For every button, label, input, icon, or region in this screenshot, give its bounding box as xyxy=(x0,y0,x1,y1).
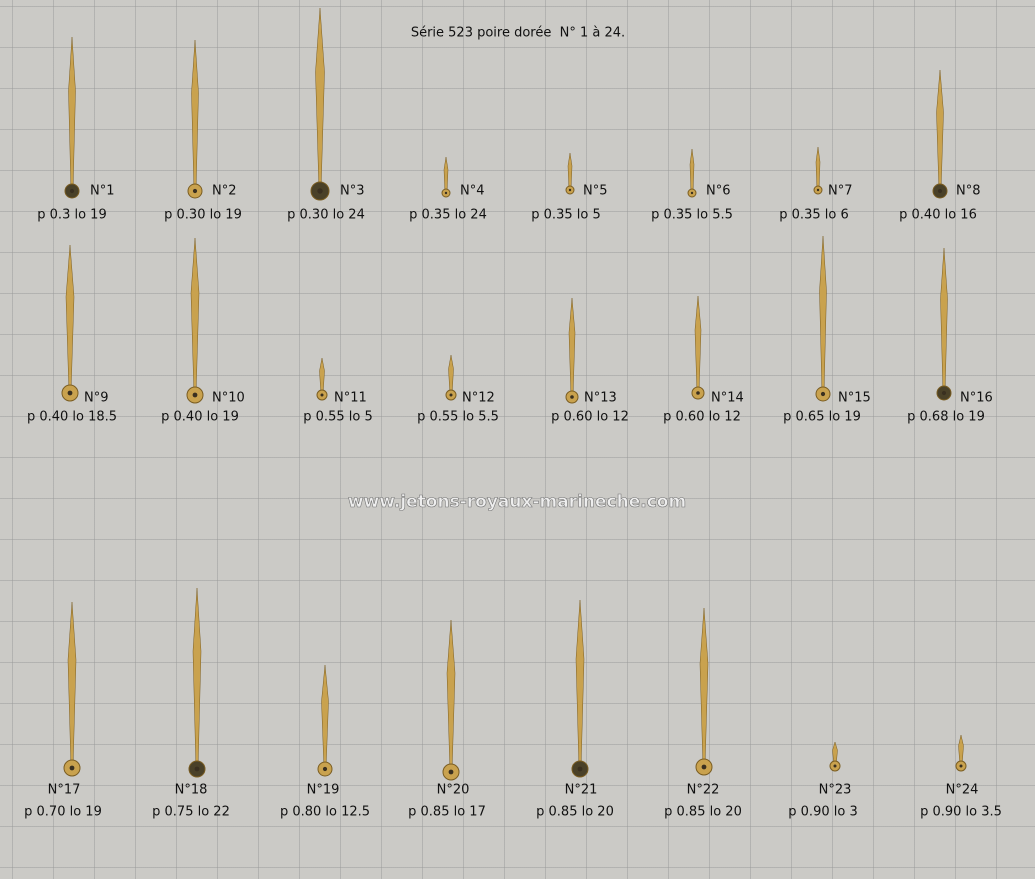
hand xyxy=(190,237,200,396)
hand-spec: p 0.90 lo 3.5 xyxy=(920,805,1002,820)
hand xyxy=(192,587,202,770)
hand-number: N°21 xyxy=(565,783,598,798)
hand-number: N°20 xyxy=(437,783,470,798)
hub-hole xyxy=(194,766,200,772)
hub-hole xyxy=(192,188,198,194)
hand xyxy=(68,36,76,192)
hub-hole xyxy=(577,766,583,772)
watermark: www.jetons-royaux-marineche.com xyxy=(348,492,686,512)
hub-hole xyxy=(568,188,572,192)
hub-hole xyxy=(320,393,324,397)
hand xyxy=(315,7,325,192)
hand-number: N°23 xyxy=(819,783,852,798)
hand-number: N°8 xyxy=(956,184,981,199)
hub-hole xyxy=(701,764,707,770)
hub-hole xyxy=(67,390,73,396)
hand-spec: p 0.3 lo 19 xyxy=(37,208,106,223)
hub-hole xyxy=(816,188,820,192)
hand-number: N°4 xyxy=(460,184,485,199)
hand xyxy=(936,69,944,192)
hand-number: N°12 xyxy=(462,391,495,406)
hub-hole xyxy=(322,766,328,772)
hand xyxy=(815,146,821,191)
hand-spec: p 0.40 lo 19 xyxy=(161,410,239,425)
hand xyxy=(321,664,329,770)
hand-spec: p 0.35 lo 24 xyxy=(409,208,487,223)
hand xyxy=(689,148,695,194)
hand-spec: p 0.75 lo 22 xyxy=(152,805,230,820)
hand-spec: p 0.60 lo 12 xyxy=(551,410,629,425)
hub-hole xyxy=(696,391,700,395)
hand xyxy=(443,156,449,194)
hand-spec: p 0.30 lo 24 xyxy=(287,208,365,223)
hand xyxy=(568,297,576,398)
hand-number: N°18 xyxy=(175,783,208,798)
hub-hole xyxy=(941,390,947,396)
hub-hole xyxy=(820,391,826,397)
hand-number: N°22 xyxy=(687,783,720,798)
hub-hole xyxy=(192,392,198,398)
hand-number: N°16 xyxy=(960,391,993,406)
hub-hole xyxy=(69,188,75,194)
hand-number: N°11 xyxy=(334,391,367,406)
hand xyxy=(567,152,573,191)
hub-hole xyxy=(833,764,837,768)
hand-number: N°17 xyxy=(48,783,81,798)
hand xyxy=(191,39,199,192)
hand-spec: p 0.35 lo 5 xyxy=(531,208,600,223)
hand xyxy=(67,601,77,769)
hand-spec: p 0.40 lo 18.5 xyxy=(27,410,117,425)
hand-number: N°6 xyxy=(706,184,731,199)
title: Série 523 poire dorée N° 1 à 24. xyxy=(411,26,625,41)
hub-hole xyxy=(690,191,694,195)
hand xyxy=(699,607,709,768)
hub-hole xyxy=(317,188,323,194)
hand-spec: p 0.90 lo 3 xyxy=(788,805,857,820)
hand xyxy=(694,295,702,394)
hand-spec: p 0.40 lo 16 xyxy=(899,208,977,223)
hand-spec: p 0.68 lo 19 xyxy=(907,410,985,425)
hand xyxy=(446,619,456,773)
hand-number: N°14 xyxy=(711,391,744,406)
hand-number: N°19 xyxy=(307,783,340,798)
hand-spec: p 0.85 lo 17 xyxy=(408,805,486,820)
hand-spec: p 0.55 lo 5.5 xyxy=(417,410,499,425)
hand-number: N°15 xyxy=(838,391,871,406)
hand-number: N°7 xyxy=(828,184,853,199)
hub-hole xyxy=(570,395,574,399)
hub-hole xyxy=(937,188,943,194)
hand xyxy=(448,354,454,396)
hand-number: N°13 xyxy=(584,391,617,406)
hand-number: N°3 xyxy=(340,184,365,199)
hand-spec: p 0.85 lo 20 xyxy=(664,805,742,820)
hand xyxy=(65,244,75,394)
hub-hole xyxy=(444,191,448,195)
hand-number: N°10 xyxy=(212,391,245,406)
hand-spec: p 0.35 lo 5.5 xyxy=(651,208,733,223)
hand-number: N°5 xyxy=(583,184,608,199)
hand-spec: p 0.85 lo 20 xyxy=(536,805,614,820)
hand xyxy=(319,357,325,396)
hand-spec: p 0.55 lo 5 xyxy=(303,410,372,425)
hand-spec: p 0.70 lo 19 xyxy=(24,805,102,820)
hand-spec: p 0.65 lo 19 xyxy=(783,410,861,425)
hub-hole xyxy=(448,769,454,775)
hand xyxy=(575,599,585,770)
hub-hole xyxy=(959,764,963,768)
hand-spec: p 0.35 lo 6 xyxy=(779,208,848,223)
hand-spec: p 0.80 lo 12.5 xyxy=(280,805,370,820)
hand-number: N°1 xyxy=(90,184,115,199)
hand-spec: p 0.30 lo 19 xyxy=(164,208,242,223)
hub-hole xyxy=(449,393,453,397)
hand xyxy=(940,247,948,394)
hand-spec: p 0.60 lo 12 xyxy=(663,410,741,425)
hand-number: N°24 xyxy=(946,783,979,798)
hub-hole xyxy=(69,765,75,771)
hand xyxy=(819,235,827,395)
hand-number: N°9 xyxy=(84,391,109,406)
hand-number: N°2 xyxy=(212,184,237,199)
